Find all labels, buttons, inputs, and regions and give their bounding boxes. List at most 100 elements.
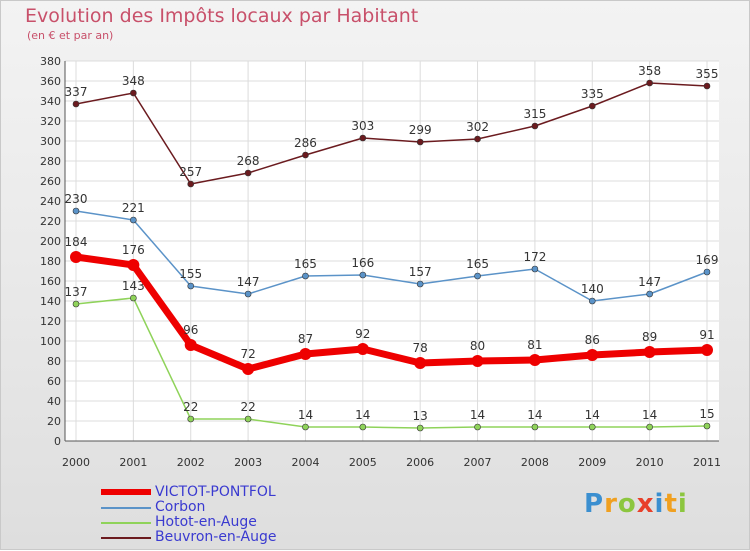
data-label: 78 (413, 341, 428, 355)
x-tick-label: 2002 (177, 456, 205, 469)
y-tick-label: 300 (40, 135, 61, 148)
data-label: 14 (527, 408, 542, 422)
data-label: 337 (65, 85, 88, 99)
data-point (703, 422, 711, 430)
y-tick-label: 360 (40, 75, 61, 88)
data-label: 22 (183, 400, 198, 414)
data-label: 14 (355, 408, 370, 422)
data-label: 230 (65, 192, 88, 206)
data-point (72, 100, 80, 108)
y-tick-label: 280 (40, 155, 61, 168)
data-point (244, 415, 252, 423)
data-label: 165 (466, 257, 489, 271)
legend-label-hotot: Hotot-en-Auge (155, 514, 257, 530)
data-point (474, 135, 481, 143)
y-tick-label: 0 (54, 435, 61, 448)
data-label: 92 (355, 327, 370, 341)
y-tick-label: 80 (47, 355, 61, 368)
plot-area (65, 61, 719, 441)
y-tick-label: 180 (40, 255, 61, 268)
data-label: 72 (240, 347, 255, 361)
legend-swatch-corbon (101, 507, 151, 509)
data-point (588, 297, 596, 305)
data-label: 143 (122, 279, 145, 293)
data-point (187, 415, 195, 423)
y-tick-label: 320 (40, 115, 61, 128)
data-label: 14 (298, 408, 313, 422)
data-label: 14 (585, 408, 600, 422)
data-point (531, 265, 539, 273)
data-point (531, 423, 539, 431)
x-tick-label: 2001 (119, 456, 147, 469)
data-point (130, 89, 137, 97)
chart-title: Evolution des Impôts locaux par Habitant (25, 5, 419, 27)
data-label: 89 (642, 330, 657, 344)
data-point (586, 349, 599, 361)
data-point (184, 339, 197, 351)
data-label: 14 (642, 408, 657, 422)
data-point (127, 259, 140, 271)
data-point (359, 271, 367, 279)
data-label: 165 (294, 257, 317, 271)
data-label: 302 (466, 120, 489, 134)
y-tick-label: 240 (40, 195, 61, 208)
x-tick-label: 2008 (521, 456, 549, 469)
data-label: 147 (237, 275, 260, 289)
data-point (416, 280, 424, 288)
data-label: 87 (298, 332, 313, 346)
data-label: 147 (638, 275, 661, 289)
data-point (528, 354, 541, 366)
legend-label-beuvron: Beuvron-en-Auge (155, 529, 277, 545)
data-label: 184 (65, 235, 88, 249)
y-tick-label: 380 (40, 55, 61, 68)
x-tick-label: 2007 (464, 456, 492, 469)
data-point (72, 300, 80, 308)
data-label: 169 (696, 253, 719, 267)
data-point (302, 151, 309, 159)
data-label: 14 (470, 408, 485, 422)
data-point (359, 423, 367, 431)
data-label: 155 (179, 267, 202, 281)
data-label: 81 (527, 338, 542, 352)
data-point (130, 216, 137, 224)
data-label: 221 (122, 201, 145, 215)
y-tick-label: 140 (40, 295, 61, 308)
data-point (359, 134, 367, 142)
x-tick-label: 2000 (62, 456, 90, 469)
series-line-3 (75, 253, 708, 373)
data-point (701, 344, 713, 356)
data-label: 166 (351, 256, 374, 270)
data-point (646, 423, 653, 431)
y-tick-label: 60 (47, 375, 61, 388)
y-tick-label: 160 (40, 275, 61, 288)
data-point (70, 251, 82, 263)
data-point (471, 355, 484, 367)
data-point (299, 348, 312, 360)
data-label: 268 (237, 154, 260, 168)
legend-swatch-beuvron (101, 537, 151, 539)
data-point (356, 343, 369, 355)
data-label: 157 (409, 265, 432, 279)
data-point (646, 290, 653, 298)
x-tick-label: 2010 (636, 456, 664, 469)
data-label: 172 (523, 250, 546, 264)
data-label: 80 (470, 339, 485, 353)
y-tick-label: 20 (47, 415, 61, 428)
data-point (588, 423, 596, 431)
data-point (703, 82, 711, 90)
data-label: 22 (240, 400, 255, 414)
data-point (244, 169, 252, 177)
y-tick-label: 40 (47, 395, 61, 408)
y-tick-label: 120 (40, 315, 61, 328)
data-point (130, 294, 137, 302)
series-line-0 (75, 82, 708, 185)
legend-label-corbon: Corbon (155, 499, 206, 515)
data-label: 91 (699, 328, 714, 342)
data-label: 358 (638, 64, 661, 78)
data-label: 315 (523, 107, 546, 121)
data-point (72, 207, 80, 215)
data-label: 348 (122, 74, 145, 88)
data-point (187, 180, 195, 188)
